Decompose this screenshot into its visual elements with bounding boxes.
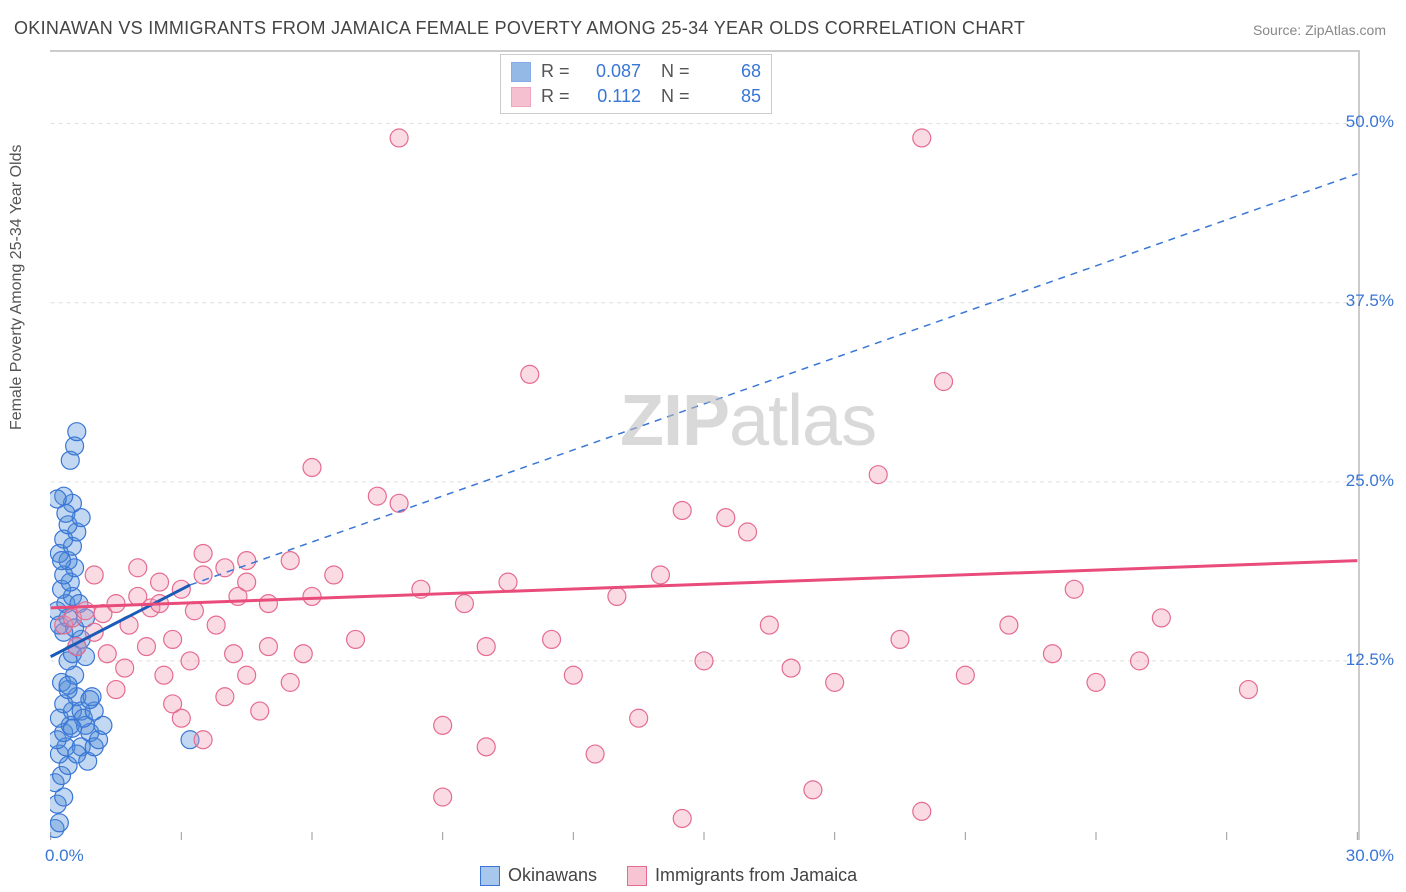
legend-swatch <box>511 87 531 107</box>
y-axis-label: Female Poverty Among 25-34 Year Olds <box>8 145 26 431</box>
chart-area <box>50 50 1360 840</box>
stat-n-label: N = <box>661 86 691 107</box>
y-tick-label: 25.0% <box>1346 471 1394 491</box>
legend-item: Okinawans <box>480 865 597 886</box>
stat-r-value: 0.112 <box>581 86 641 107</box>
legend-swatch <box>511 62 531 82</box>
y-tick-label: 37.5% <box>1346 291 1394 311</box>
legend-label: Immigrants from Jamaica <box>655 865 857 886</box>
y-tick-label: 12.5% <box>1346 650 1394 670</box>
x-tick-label: 30.0% <box>1346 846 1394 866</box>
scatter-plot <box>50 52 1358 840</box>
stat-r-label: R = <box>541 61 571 82</box>
stat-r-label: R = <box>541 86 571 107</box>
legend-stats-box: R = 0.087 N = 68 R = 0.112 N = 85 <box>500 54 772 114</box>
legend-label: Okinawans <box>508 865 597 886</box>
chart-title: OKINAWAN VS IMMIGRANTS FROM JAMAICA FEMA… <box>14 18 1025 39</box>
legend-swatch <box>627 866 647 886</box>
stat-r-value: 0.087 <box>581 61 641 82</box>
legend-stat-row: R = 0.087 N = 68 <box>511 59 761 84</box>
legend-swatch <box>480 866 500 886</box>
legend-item: Immigrants from Jamaica <box>627 865 857 886</box>
stat-n-value: 68 <box>701 61 761 82</box>
source-label: Source: ZipAtlas.com <box>1253 22 1386 38</box>
legend-stat-row: R = 0.112 N = 85 <box>511 84 761 109</box>
y-tick-label: 50.0% <box>1346 112 1394 132</box>
stat-n-label: N = <box>661 61 691 82</box>
stat-n-value: 85 <box>701 86 761 107</box>
bottom-legend: Okinawans Immigrants from Jamaica <box>480 865 857 886</box>
x-tick-label: 0.0% <box>45 846 84 866</box>
